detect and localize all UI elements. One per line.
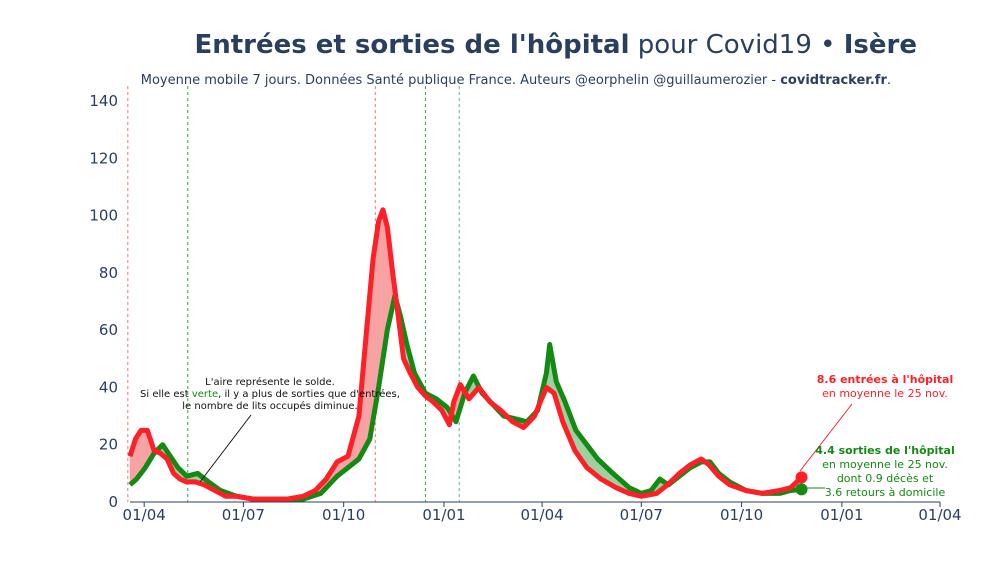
annotation-solde-line2-post: , il y a plus de sorties que d'entrées, bbox=[218, 388, 400, 400]
balance-area bbox=[129, 209, 802, 500]
subtitle-text: Moyenne mobile 7 jours. Données Santé pu… bbox=[140, 73, 781, 88]
y-tick-label: 140 bbox=[89, 92, 118, 110]
annotation-sorties-line4: 3.6 retours à domicile bbox=[825, 486, 946, 499]
x-tick-label: 01/04 bbox=[520, 506, 563, 524]
chart-title: Entrées et sorties de l'hôpital pour Cov… bbox=[0, 30, 917, 60]
series-line-entrees bbox=[127, 207, 804, 502]
y-tick-label: 100 bbox=[89, 207, 118, 225]
title-bold: Entrées et sorties de l'hôpital bbox=[194, 30, 630, 60]
subtitle-site: covidtracker.fr bbox=[780, 73, 887, 88]
x-tick-label: 01/01 bbox=[422, 506, 465, 524]
y-tick-label: 40 bbox=[99, 378, 118, 396]
title-regular: pour Covid19 • bbox=[629, 30, 844, 60]
annotation-entrees-line1: 8.6 entrées à l'hôpital bbox=[817, 373, 953, 386]
annotation-solde: L'aire représente le solde. Si elle est … bbox=[140, 376, 400, 483]
y-tick-label: 0 bbox=[108, 493, 118, 511]
annotation-entrees-line2: en moyenne le 25 nov. bbox=[822, 387, 948, 400]
y-tick-label: 120 bbox=[89, 149, 118, 167]
y-tick-label: 60 bbox=[99, 321, 118, 339]
chart-subtitle: Moyenne mobile 7 jours. Données Santé pu… bbox=[0, 73, 891, 88]
series-lines bbox=[127, 207, 804, 502]
annotation-sorties: 4.4 sorties de l'hôpital en moyenne le 2… bbox=[800, 444, 955, 499]
title-region: Isère bbox=[843, 30, 917, 60]
annotation-sorties-line3: dont 0.9 décès et bbox=[837, 472, 934, 485]
x-axis: 01/04 01/07 01/10 01/01 01/04 01/07 01/10 01/01… bbox=[123, 502, 962, 524]
event-lines bbox=[127, 86, 460, 502]
x-tick-label: 01/04 bbox=[918, 506, 961, 524]
x-tick-label: 01/01 bbox=[820, 506, 863, 524]
annotation-entrees: 8.6 entrées à l'hôpital en moyenne le 25… bbox=[799, 373, 953, 472]
x-tick-label: 01/04 bbox=[123, 506, 166, 524]
subtitle-suffix: . bbox=[886, 73, 891, 88]
marker-sorties bbox=[795, 483, 808, 496]
endpoint-markers bbox=[795, 471, 808, 496]
annotation-solde-line3: le nombre de lits occupés diminue. bbox=[182, 400, 357, 412]
annotation-sorties-line1: 4.4 sorties de l'hôpital bbox=[815, 444, 955, 457]
annotation-solde-green: verte bbox=[192, 389, 218, 400]
y-tick-label: 80 bbox=[99, 264, 118, 282]
x-tick-label: 01/07 bbox=[620, 506, 663, 524]
x-tick-label: 01/10 bbox=[720, 506, 763, 524]
annotation-solde-line2-pre: Si elle est bbox=[140, 389, 192, 400]
marker-entrees bbox=[795, 471, 808, 484]
y-tick-label: 20 bbox=[99, 436, 118, 454]
y-axis: 0 20 40 60 80 100 120 140 bbox=[89, 92, 940, 511]
x-tick-label: 01/07 bbox=[222, 506, 265, 524]
annotation-sorties-line2: en moyenne le 25 nov. bbox=[822, 458, 948, 471]
annotation-solde-arrow bbox=[199, 414, 252, 483]
annotation-solde-line1: L'aire représente le solde. bbox=[205, 376, 335, 388]
annotation-entrees-arrow bbox=[799, 403, 853, 472]
annotation-solde-line2: Si elle est verte, il y a plus de sortie… bbox=[140, 388, 400, 400]
x-tick-label: 01/10 bbox=[322, 506, 365, 524]
